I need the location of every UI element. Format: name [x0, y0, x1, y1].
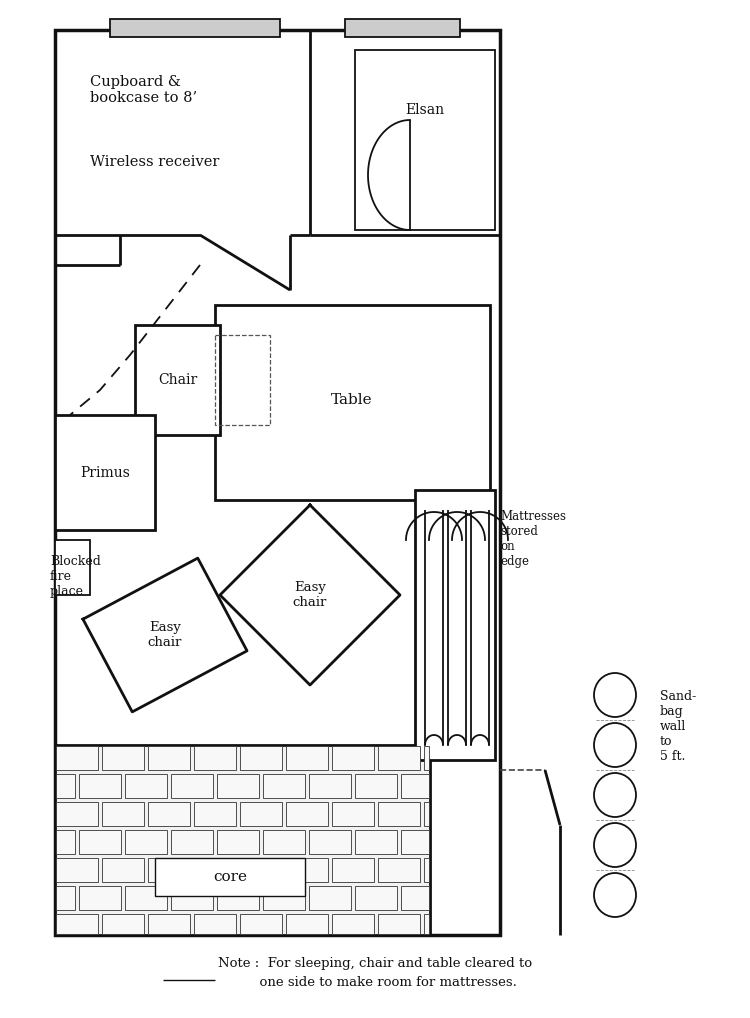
Bar: [240, 914, 282, 934]
Text: core: core: [213, 870, 247, 884]
Bar: [148, 746, 190, 770]
Bar: [309, 886, 351, 910]
Ellipse shape: [594, 723, 636, 767]
Bar: [309, 830, 351, 854]
Bar: [401, 774, 429, 798]
Bar: [378, 746, 420, 770]
Bar: [217, 886, 259, 910]
Bar: [378, 802, 420, 826]
Text: Wireless receiver: Wireless receiver: [90, 155, 219, 169]
Bar: [194, 802, 236, 826]
Bar: [56, 886, 75, 910]
Text: Note :  For sleeping, chair and table cleared to
      one side to make room for: Note : For sleeping, chair and table cle…: [218, 957, 532, 989]
Bar: [378, 858, 420, 882]
Bar: [286, 746, 328, 770]
Text: Cupboard &
bookcase to 8’: Cupboard & bookcase to 8’: [90, 75, 197, 105]
Bar: [79, 886, 121, 910]
Text: Elsan: Elsan: [406, 103, 445, 117]
Bar: [217, 774, 259, 798]
Text: Sand-
bag
wall
to
5 ft.: Sand- bag wall to 5 ft.: [660, 690, 696, 764]
Bar: [194, 746, 236, 770]
Bar: [55, 540, 90, 595]
Ellipse shape: [594, 873, 636, 917]
Bar: [286, 858, 328, 882]
Text: Easy
chair: Easy chair: [148, 621, 182, 649]
Bar: [55, 745, 430, 935]
Bar: [424, 802, 429, 826]
Bar: [217, 830, 259, 854]
Bar: [56, 774, 75, 798]
Bar: [401, 830, 429, 854]
Bar: [240, 802, 282, 826]
Bar: [171, 830, 213, 854]
Bar: [148, 914, 190, 934]
Bar: [102, 802, 144, 826]
Bar: [355, 886, 397, 910]
Bar: [263, 886, 305, 910]
Text: Mattresses
stored
on
edge: Mattresses stored on edge: [500, 510, 566, 568]
Text: Chair: Chair: [158, 373, 198, 387]
Bar: [240, 746, 282, 770]
Ellipse shape: [594, 823, 636, 867]
Bar: [56, 746, 98, 770]
Bar: [110, 19, 280, 37]
Bar: [102, 914, 144, 934]
Bar: [215, 335, 270, 425]
Bar: [171, 886, 213, 910]
Bar: [332, 802, 374, 826]
Bar: [79, 774, 121, 798]
Text: Blocked
fire
place: Blocked fire place: [50, 555, 100, 598]
Bar: [263, 830, 305, 854]
Bar: [215, 305, 490, 500]
Bar: [194, 914, 236, 934]
Bar: [102, 858, 144, 882]
Bar: [240, 858, 282, 882]
Ellipse shape: [594, 673, 636, 717]
Bar: [102, 746, 144, 770]
Bar: [309, 774, 351, 798]
Bar: [55, 30, 500, 935]
Bar: [79, 830, 121, 854]
Bar: [378, 914, 420, 934]
Bar: [424, 858, 429, 882]
Bar: [286, 802, 328, 826]
Bar: [125, 886, 167, 910]
Bar: [125, 774, 167, 798]
Bar: [424, 914, 429, 934]
Bar: [401, 886, 429, 910]
Bar: [56, 830, 75, 854]
Bar: [155, 858, 305, 896]
Bar: [332, 914, 374, 934]
Bar: [345, 19, 460, 37]
Bar: [332, 746, 374, 770]
Bar: [424, 746, 429, 770]
Bar: [125, 830, 167, 854]
Bar: [355, 830, 397, 854]
Bar: [55, 415, 155, 530]
Text: Primus: Primus: [80, 466, 130, 480]
Bar: [56, 858, 98, 882]
Bar: [415, 490, 495, 760]
Bar: [286, 914, 328, 934]
Bar: [148, 802, 190, 826]
Bar: [171, 774, 213, 798]
Text: Table: Table: [332, 393, 373, 407]
Bar: [355, 774, 397, 798]
Bar: [263, 774, 305, 798]
Ellipse shape: [594, 773, 636, 817]
Bar: [332, 858, 374, 882]
Bar: [355, 50, 495, 230]
Bar: [56, 914, 98, 934]
Bar: [135, 325, 220, 435]
Bar: [148, 858, 190, 882]
Bar: [194, 858, 236, 882]
Bar: [56, 802, 98, 826]
Text: Easy
chair: Easy chair: [292, 581, 327, 609]
